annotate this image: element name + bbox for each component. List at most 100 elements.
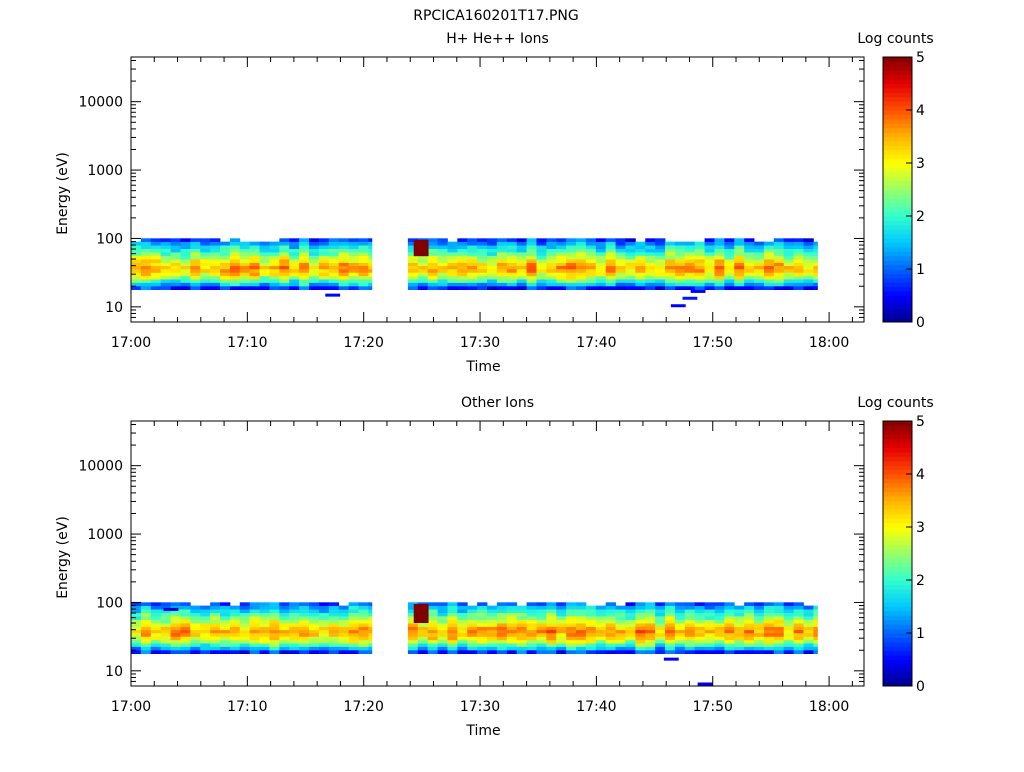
spectrogram-cell [368, 623, 373, 627]
spectrogram-cell [813, 265, 818, 270]
spectrogram-cell [754, 245, 765, 250]
spectrogram-cell [655, 279, 666, 283]
spectrogram-cell [210, 636, 221, 641]
spectrogram-cell [585, 241, 597, 246]
spectrogram-cell [190, 275, 201, 280]
spectrogram-cell [803, 632, 814, 637]
spectrogram-cell [190, 632, 201, 637]
spectrogram-cell [635, 275, 646, 280]
spectrogram-cell [714, 245, 725, 250]
spectrogram-cell [318, 649, 330, 654]
spectrogram-cell [328, 241, 340, 246]
spectrogram-cell [180, 238, 191, 243]
spectrogram-cell [131, 626, 142, 631]
spectrogram-cell [447, 646, 458, 651]
spectrogram-cell [576, 241, 587, 246]
colorbar-segment [883, 610, 912, 616]
spectrogram-cell [368, 259, 373, 263]
spectrogram-cell [674, 602, 686, 607]
spectrogram-cell [477, 623, 488, 627]
spectrogram-cell [605, 255, 616, 260]
spectrogram-cell [744, 605, 755, 610]
spectrogram-cell [625, 268, 636, 273]
spectrogram-cell [160, 619, 171, 624]
spectrogram-cell [744, 275, 755, 280]
spectrogram-cell [427, 619, 438, 624]
spectrogram-cell [704, 272, 715, 277]
spectrogram-cell [309, 272, 320, 277]
spectrogram-cell [536, 646, 547, 651]
spectrogram-cell [190, 255, 201, 260]
spectrogram-cell [655, 251, 666, 256]
spectrogram-cell [576, 259, 587, 263]
colorbar-segment [883, 434, 912, 440]
spectrogram-cell [625, 649, 636, 654]
spectrogram-cell [407, 623, 419, 627]
spectrogram-cell [566, 643, 577, 647]
spectrogram-cell [309, 605, 320, 610]
spectrogram-cell [457, 241, 468, 246]
spectrogram-cell [566, 629, 577, 634]
spectrogram-cell [665, 241, 676, 246]
spectrogram-cell [635, 646, 646, 651]
spectrogram-cell [150, 251, 162, 256]
spectrogram-cell [576, 255, 587, 260]
spectrogram-cell [229, 285, 241, 290]
colorbar-segment [883, 233, 912, 239]
spectrogram-cell [200, 275, 211, 280]
spectrogram-cell [309, 609, 320, 614]
spectrogram-cell [783, 636, 795, 641]
spectrogram-cell [437, 262, 448, 267]
spectrogram-cell [615, 238, 626, 243]
spectrogram-cell [358, 619, 369, 624]
spectrogram-cell [437, 615, 448, 620]
spectrogram-cell [220, 245, 231, 250]
spectrogram-cell [309, 255, 320, 260]
spectrogram-cell [793, 626, 804, 631]
spectrogram-cell [595, 259, 607, 263]
spectrogram-cell [556, 255, 567, 260]
spectrogram-cell [180, 643, 191, 647]
spectrogram-cell [516, 626, 527, 631]
spectrogram-cell [556, 632, 567, 637]
spectrogram-cell [803, 649, 814, 654]
panels: 17:00 17:10 17:20 17:30 17:40 17:50 18:0010100… [55, 31, 934, 739]
spectrogram-cell [437, 251, 448, 256]
spectrogram-cell [516, 636, 527, 641]
spectrogram-cell [625, 623, 636, 627]
spectrogram-cell [763, 255, 775, 260]
spectrogram-cell [714, 643, 725, 647]
spectrogram-cell [744, 265, 755, 270]
spectrogram-cell [516, 615, 527, 620]
spectrogram-cell [645, 238, 656, 243]
spectrogram-cell [635, 282, 646, 287]
spectrogram-cell [694, 272, 705, 277]
spectrogram-cell [318, 636, 330, 641]
spectrogram-cell [783, 275, 795, 280]
spectrogram-cell [210, 602, 221, 607]
spectrogram-cell [279, 636, 290, 641]
spectrogram-cell [150, 646, 162, 651]
spectrogram-cell [229, 615, 241, 620]
spectrogram-cell [773, 615, 785, 620]
spectrogram-cell [724, 238, 735, 243]
spectrogram-cell [585, 632, 597, 637]
spectrogram-cell [150, 623, 162, 627]
spectrogram-cell [704, 241, 715, 246]
panel-title: H+ He++ Ions [446, 31, 549, 47]
spectrogram-cell [140, 272, 152, 277]
spectrogram-cell [724, 241, 735, 246]
spectrogram-cell [299, 255, 310, 260]
spectrogram-cell [516, 609, 527, 614]
spectrogram-cell [625, 245, 636, 250]
spectrogram-cell [467, 279, 478, 283]
spectrogram-cells [131, 238, 818, 308]
figure-title: RPCICA160201T17.PNG [413, 8, 578, 24]
spectrogram-cell [447, 602, 458, 607]
spectrogram-cell [625, 279, 636, 283]
spectrogram-cell [506, 632, 518, 637]
spectrogram-cell [615, 251, 626, 256]
spectrogram-cell [684, 245, 696, 250]
spectrogram-cell [328, 248, 340, 253]
spectrogram-cell [210, 279, 221, 283]
